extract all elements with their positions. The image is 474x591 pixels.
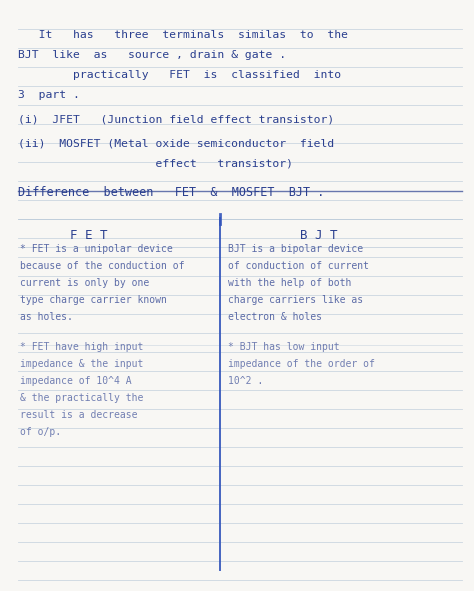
Text: & the practically the: & the practically the	[20, 393, 143, 403]
Text: * FET have high input: * FET have high input	[20, 342, 143, 352]
Text: impedance of 10^4 A: impedance of 10^4 A	[20, 376, 132, 386]
Text: practically   FET  is  classified  into: practically FET is classified into	[18, 70, 341, 80]
Text: BJT is a bipolar device: BJT is a bipolar device	[228, 244, 363, 254]
Text: type charge carrier known: type charge carrier known	[20, 295, 167, 305]
Text: Difference  between   FET  &  MOSFET  BJT .: Difference between FET & MOSFET BJT .	[18, 186, 324, 199]
Text: BJT  like  as   source , drain & gate .: BJT like as source , drain & gate .	[18, 50, 286, 60]
Text: with the help of both: with the help of both	[228, 278, 351, 288]
Text: 3  part .: 3 part .	[18, 90, 80, 100]
Text: It   has   three  terminals  similas  to  the: It has three terminals similas to the	[18, 30, 348, 40]
Text: electron & holes: electron & holes	[228, 312, 322, 322]
Text: * FET is a unipolar device: * FET is a unipolar device	[20, 244, 173, 254]
Text: (i)  JFET   (Junction field effect transistor): (i) JFET (Junction field effect transist…	[18, 115, 334, 125]
Text: result is a decrease: result is a decrease	[20, 410, 137, 420]
Text: * BJT has low input: * BJT has low input	[228, 342, 340, 352]
Text: 10^2 .: 10^2 .	[228, 376, 263, 386]
Text: of o/p.: of o/p.	[20, 427, 61, 437]
Text: charge carriers like as: charge carriers like as	[228, 295, 363, 305]
Text: as holes.: as holes.	[20, 312, 73, 322]
Text: B J T: B J T	[300, 229, 337, 242]
Text: F E T: F E T	[70, 229, 108, 242]
Text: because of the conduction of: because of the conduction of	[20, 261, 184, 271]
Text: (ii)  MOSFET (Metal oxide semiconductor  field: (ii) MOSFET (Metal oxide semiconductor f…	[18, 138, 334, 148]
Text: impedance & the input: impedance & the input	[20, 359, 143, 369]
Text: effect   transistor): effect transistor)	[18, 158, 293, 168]
Text: impedance of the order of: impedance of the order of	[228, 359, 375, 369]
Text: of conduction of current: of conduction of current	[228, 261, 369, 271]
Text: current is only by one: current is only by one	[20, 278, 149, 288]
